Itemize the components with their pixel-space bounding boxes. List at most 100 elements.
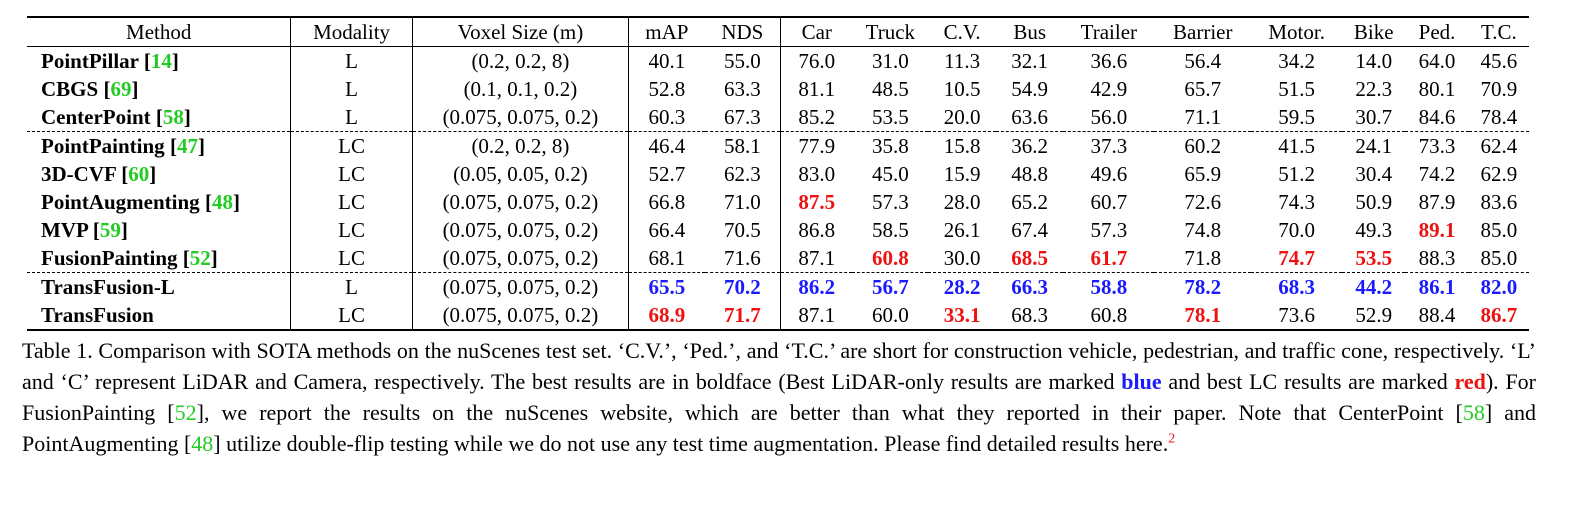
- metric-cell: 57.3: [871, 190, 909, 214]
- metric-cell: 86.1: [1405, 272, 1469, 301]
- metric-cell: 84.6: [1418, 105, 1456, 129]
- metric-cell: 61.7: [1090, 246, 1128, 270]
- metric-cell: 33.1: [943, 303, 981, 327]
- method-name: 3D-CVF [60]: [41, 162, 157, 186]
- metric-cell: 86.2: [780, 272, 853, 301]
- method-name: TransFusion: [27, 301, 291, 330]
- metric-cell: 24.1: [1342, 131, 1406, 160]
- metric-cell: 56.4: [1184, 49, 1222, 73]
- metric-cell: 52.7: [628, 160, 705, 188]
- metric-cell: 65.7: [1184, 77, 1222, 101]
- citation-link[interactable]: 47: [176, 134, 198, 158]
- metric-cell: 26.1: [943, 218, 981, 242]
- metric-cell: 54.9: [1011, 77, 1049, 101]
- caption-text: and best LC results are marked: [1161, 369, 1455, 394]
- citation-link[interactable]: 58: [162, 105, 184, 129]
- metric-cell: 60.3: [628, 103, 705, 132]
- table-caption: Table 1. Comparison with SOTA methods on…: [22, 335, 1536, 459]
- column-header: Car: [780, 17, 853, 47]
- metric-cell: 78.4: [1480, 105, 1518, 129]
- citation-link[interactable]: 48: [211, 190, 233, 214]
- table-header-row: Method Modality Voxel Size (m) mAP NDS Car Tru…: [27, 17, 1529, 47]
- modality-cell: LC: [290, 188, 413, 216]
- metric-cell: 71.7: [723, 303, 761, 327]
- footnote-marker[interactable]: 2: [1168, 431, 1176, 447]
- caption-red-word: red: [1454, 369, 1486, 394]
- column-header: NDS: [721, 20, 764, 44]
- metric-cell: 87.5: [780, 188, 853, 216]
- metric-cell: 62.3: [723, 162, 761, 186]
- method-label: TransFusion-L: [41, 275, 175, 299]
- metric-cell: 64.0: [1418, 49, 1456, 73]
- metric-cell: 65.5: [628, 272, 705, 301]
- metric-cell: 68.3: [1011, 303, 1049, 327]
- metric-cell: 85.0: [1480, 246, 1518, 270]
- metric-cell: 88.3: [1418, 246, 1456, 270]
- voxel-size-cell: (0.05, 0.05, 0.2): [411, 160, 629, 188]
- metric-cell: 70.9: [1480, 77, 1518, 101]
- column-header: Truck: [865, 20, 916, 44]
- method-name: CenterPoint [58]: [41, 105, 191, 129]
- method-label: TransFusion: [41, 303, 154, 327]
- metric-cell: 15.9: [943, 162, 981, 186]
- metric-cell: 62.9: [1480, 162, 1518, 186]
- metric-cell: 10.5: [943, 77, 981, 101]
- metric-cell: 86.7: [1480, 303, 1518, 327]
- metric-cell: 28.2: [928, 272, 996, 301]
- caption-text: ). For FusionPainting [: [22, 369, 1537, 425]
- metric-cell: 66.8: [628, 188, 705, 216]
- citation-link[interactable]: 59: [99, 218, 121, 242]
- column-header: Trailer: [1080, 20, 1138, 44]
- metric-cell: 89.1: [1418, 218, 1456, 242]
- metric-cell: 56.0: [1090, 105, 1128, 129]
- citation-link[interactable]: 52: [189, 246, 211, 270]
- metric-cell: 74.8: [1184, 218, 1222, 242]
- metric-cell: 76.0: [780, 46, 853, 75]
- metric-cell: 63.6: [1011, 105, 1049, 129]
- metric-cell: 65.2: [1011, 190, 1049, 214]
- metric-cell: 63.3: [723, 77, 761, 101]
- metric-cell: 66.3: [995, 272, 1064, 301]
- metric-cell: 51.5: [1278, 77, 1316, 101]
- modality-cell: LC: [290, 160, 413, 188]
- metric-cell: 71.8: [1184, 246, 1222, 270]
- citation-link[interactable]: 69: [110, 77, 132, 101]
- column-header: Voxel Size (m): [411, 17, 629, 47]
- metric-cell: 60.7: [1090, 190, 1128, 214]
- metric-cell: 82.0: [1468, 272, 1529, 301]
- citation-link[interactable]: 48: [191, 431, 214, 456]
- metric-cell: 40.1: [628, 46, 705, 75]
- metric-cell: 44.2: [1342, 272, 1406, 301]
- modality-cell: L: [290, 103, 413, 132]
- metric-cell: 66.4: [628, 216, 705, 244]
- voxel-size-cell: (0.2, 0.2, 8): [411, 46, 629, 75]
- metric-cell: 52.8: [628, 75, 705, 103]
- metric-cell: 87.1: [780, 301, 853, 330]
- metric-cell: 30.7: [1355, 105, 1393, 129]
- metric-cell: 49.6: [1090, 162, 1128, 186]
- method-name: FusionPainting [52]: [41, 246, 218, 270]
- citation-link[interactable]: 14: [150, 49, 172, 73]
- metric-cell: 57.3: [1090, 218, 1128, 242]
- metric-cell: 45.0: [871, 162, 909, 186]
- metric-cell: 73.3: [1405, 131, 1469, 160]
- metric-cell: 71.0: [723, 190, 761, 214]
- metric-cell: 78.2: [1154, 272, 1252, 301]
- voxel-size-cell: (0.075, 0.075, 0.2): [411, 301, 629, 330]
- metric-cell: 85.2: [780, 103, 853, 132]
- metric-cell: 49.3: [1355, 218, 1393, 242]
- metric-cell: 81.1: [780, 75, 853, 103]
- voxel-size-cell: (0.075, 0.075, 0.2): [411, 244, 629, 273]
- voxel-size-cell: (0.075, 0.075, 0.2): [411, 103, 629, 132]
- column-header: T.C.: [1480, 20, 1517, 44]
- citation-link[interactable]: 52: [174, 400, 197, 425]
- metric-cell: 68.9: [628, 301, 705, 330]
- metric-cell: 41.5: [1251, 131, 1343, 160]
- metric-cell: 51.2: [1278, 162, 1316, 186]
- citation-link[interactable]: 58: [1462, 400, 1485, 425]
- metric-cell: 50.9: [1355, 190, 1393, 214]
- citation-link[interactable]: 60: [128, 162, 150, 186]
- metric-cell: 68.1: [628, 244, 705, 273]
- metric-cell: 53.5: [871, 105, 909, 129]
- column-header: Method: [126, 20, 192, 44]
